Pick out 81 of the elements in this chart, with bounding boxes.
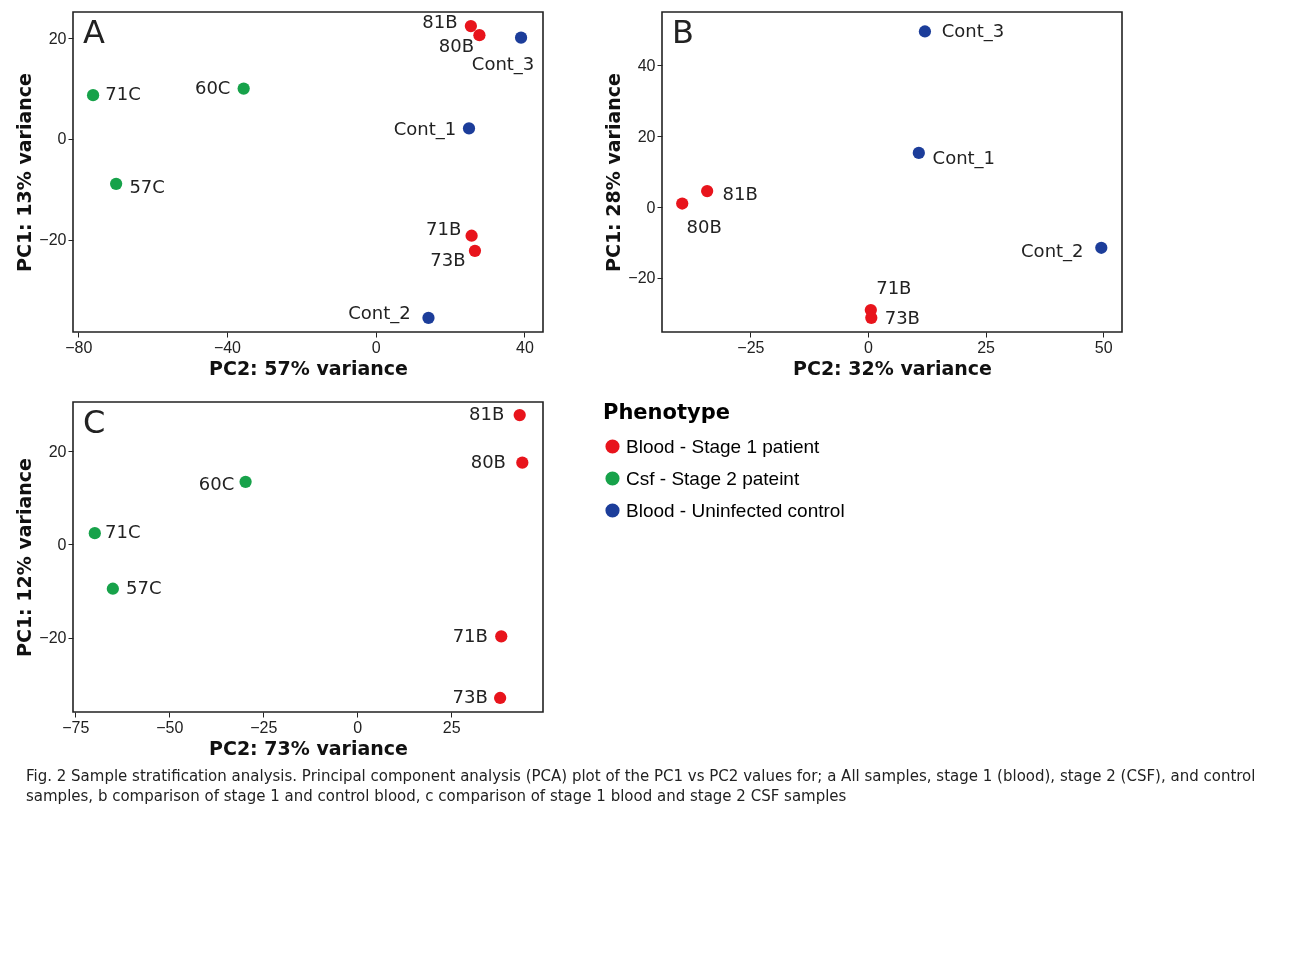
point xyxy=(676,197,689,210)
annotation: 71C xyxy=(105,83,141,105)
x-tick-label: 25 xyxy=(442,718,461,736)
point xyxy=(513,408,526,422)
x-axis-title: PC2: 73% variance xyxy=(209,736,408,759)
y-tick-label: 40 xyxy=(637,56,656,74)
point xyxy=(237,82,250,95)
point xyxy=(88,527,101,540)
point xyxy=(473,29,486,42)
point xyxy=(239,475,252,488)
annotation: 57C xyxy=(129,175,165,197)
annotation: Cont_1 xyxy=(393,118,457,141)
y-tick-label: 20 xyxy=(48,29,67,47)
x-tick-label: −75 xyxy=(62,718,90,736)
y-tick-label: −20 xyxy=(39,231,67,249)
point xyxy=(918,25,932,38)
point xyxy=(110,177,123,190)
annotation: 80B xyxy=(686,215,722,237)
y-tick-label: 20 xyxy=(637,127,656,145)
y-tick-label: −20 xyxy=(628,269,656,287)
annotation: 80B xyxy=(470,450,506,472)
legend-label: Blood - Uninfected control xyxy=(626,499,845,521)
legend-title: Phenotype xyxy=(603,400,730,424)
chart-title: C xyxy=(83,403,106,441)
annotation: Cont_3 xyxy=(941,20,1005,43)
x-tick-label: −25 xyxy=(737,338,765,356)
point xyxy=(462,122,476,135)
x-axis-title: PC2: 57% variance xyxy=(209,356,408,379)
point xyxy=(422,311,435,324)
x-tick-label: −25 xyxy=(250,718,278,736)
x-tick-label: 50 xyxy=(1094,338,1113,356)
point xyxy=(701,185,714,198)
point xyxy=(494,691,507,705)
annotation: 71B xyxy=(452,625,488,647)
annotation: 81B xyxy=(422,11,458,33)
annotation: 71C xyxy=(105,521,141,543)
annotation: Cont_2 xyxy=(1021,239,1084,262)
annotation: 57C xyxy=(126,576,162,598)
legend-label: Csf - Stage 2 pateint xyxy=(626,467,800,489)
caption: Fig. 2 Sample stratification analysis. Principal component analysis (PCA) plot of the PC1 vs PC2 values for; a All samples, stage 1 (blood), stage 2 (CSF), and control samples, b comparison of stage 1 and control blood, c comparison of stage 1 blood and stage 2 CSF samples xyxy=(26,766,1257,807)
point xyxy=(912,146,925,159)
point xyxy=(86,89,100,102)
y-tick-label: 0 xyxy=(57,130,67,148)
point xyxy=(516,456,529,469)
point xyxy=(464,20,477,33)
annotation: 73B xyxy=(884,306,920,328)
annotation: 81B xyxy=(469,403,505,425)
annotation: Cont_1 xyxy=(932,146,996,169)
legend-label: Blood - Stage 1 patient xyxy=(626,435,821,457)
y-tick-label: 0 xyxy=(57,535,67,553)
y-tick-label: 20 xyxy=(48,442,67,460)
x-tick-label: 40 xyxy=(516,338,534,356)
point xyxy=(514,31,528,44)
point xyxy=(1095,241,1108,254)
x-tick-label: −80 xyxy=(65,338,93,356)
chart-title: B xyxy=(672,13,694,51)
x-tick-label: 0 xyxy=(864,338,874,356)
annotation: 71B xyxy=(876,277,912,299)
annotation: Cont_2 xyxy=(348,301,411,324)
chart-title: A xyxy=(83,13,105,51)
x-tick-label: 25 xyxy=(977,338,996,356)
annotation: 81B xyxy=(722,183,758,205)
y-tick-label: 0 xyxy=(646,198,656,216)
annotation: 73B xyxy=(430,248,466,270)
x-axis-title: PC2: 32% variance xyxy=(793,356,992,379)
annotation: 60C xyxy=(198,472,235,494)
y-axis-title: PC1: 12% variance xyxy=(13,458,36,657)
x-tick-label: 0 xyxy=(353,718,363,736)
annotation: 60C xyxy=(194,76,231,98)
y-tick-label: −20 xyxy=(39,629,67,647)
point xyxy=(495,630,508,643)
y-axis-title: PC1: 13% variance xyxy=(13,73,36,272)
annotation: 71B xyxy=(425,217,462,239)
x-tick-label: −40 xyxy=(213,338,242,356)
point xyxy=(106,582,119,595)
y-axis-title: PC1: 28% variance xyxy=(602,73,625,272)
point xyxy=(465,229,478,242)
annotation: 73B xyxy=(452,685,488,707)
x-tick-label: −50 xyxy=(156,718,184,736)
x-tick-label: 0 xyxy=(371,338,381,356)
point xyxy=(468,244,482,257)
